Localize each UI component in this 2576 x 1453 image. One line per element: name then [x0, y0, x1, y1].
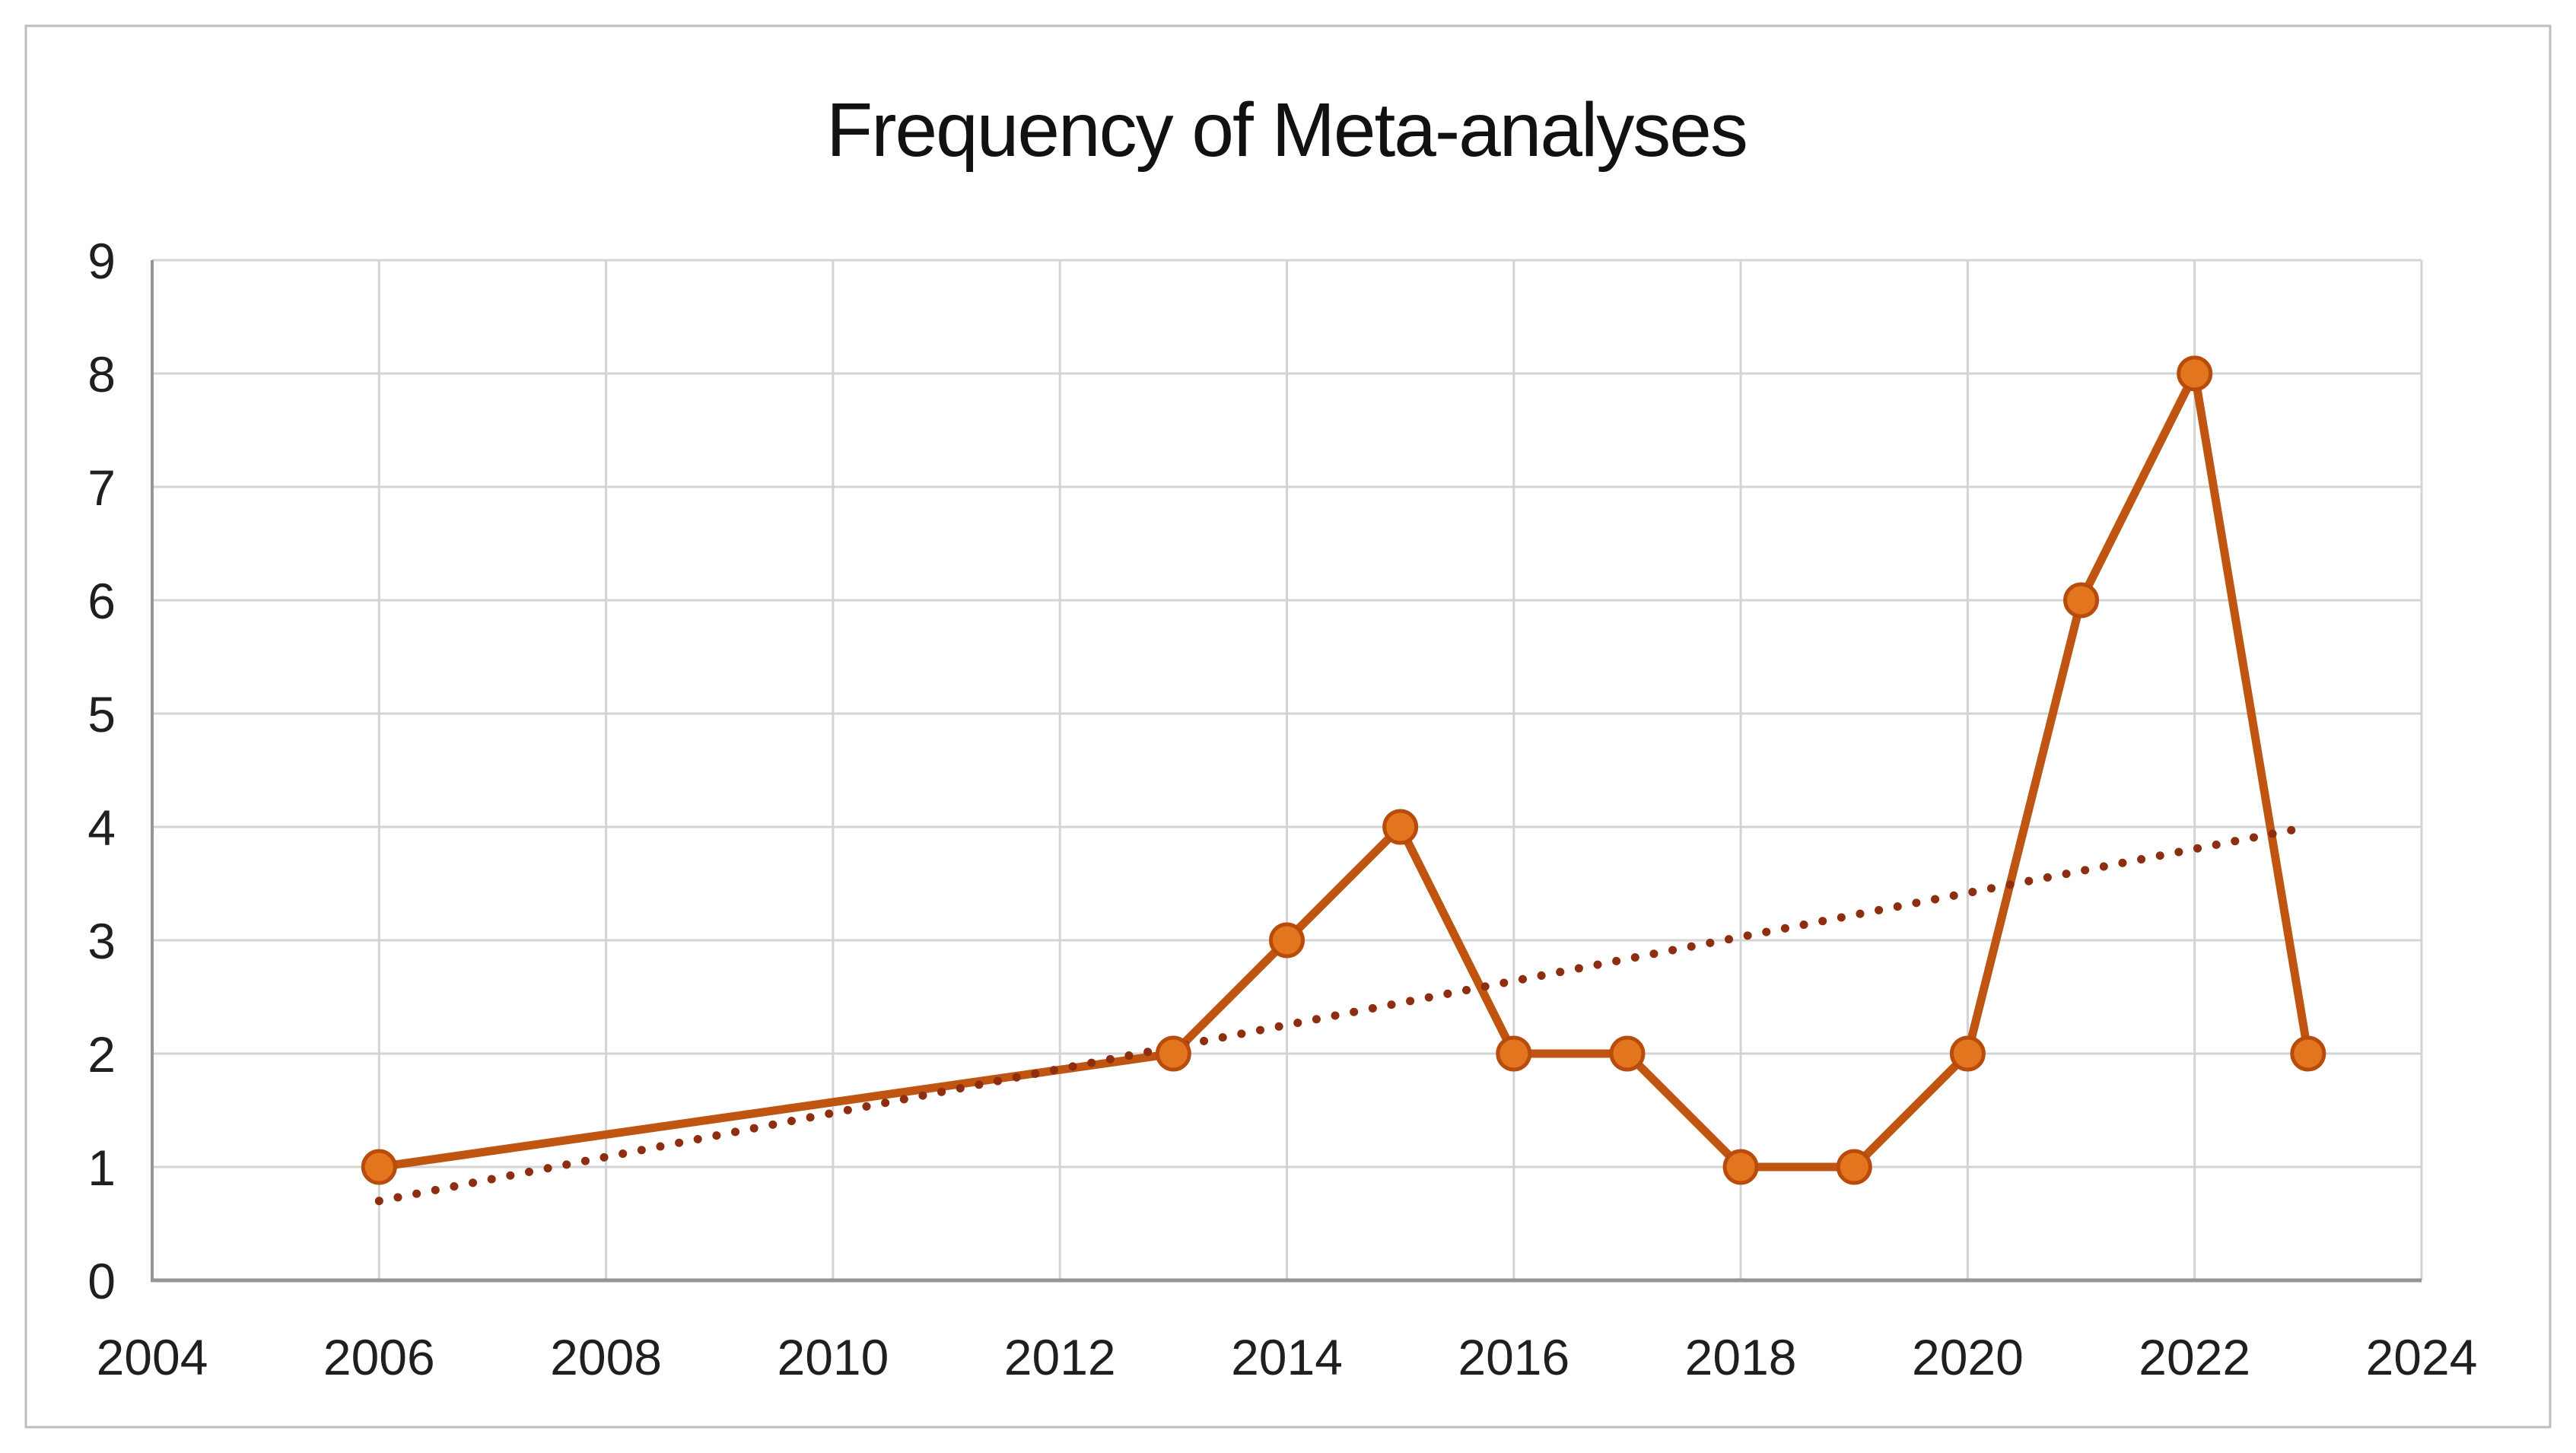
x-tick-label: 2006	[323, 1329, 435, 1385]
y-tick-label: 9	[87, 233, 116, 289]
y-tick-label: 0	[87, 1253, 116, 1309]
y-tick-label: 3	[87, 913, 116, 969]
x-tick-label: 2016	[1458, 1329, 1569, 1385]
data-point-marker	[1949, 1035, 1986, 1072]
data-point-marker	[1382, 809, 1419, 845]
data-point-marker	[2177, 355, 2213, 392]
data-point-marker	[1609, 1035, 1646, 1072]
gridlines-layer	[152, 259, 2423, 1280]
x-tick-label: 2018	[1685, 1329, 1797, 1385]
x-tick-label: 2022	[2139, 1329, 2250, 1385]
y-tick-label: 8	[87, 346, 116, 402]
y-tick-label: 7	[87, 459, 116, 516]
x-tick-label: 2012	[1004, 1329, 1116, 1385]
x-tick-label: 2024	[2366, 1329, 2478, 1385]
x-tick-label: 2004	[97, 1329, 208, 1385]
x-tick-label: 2020	[1912, 1329, 2024, 1385]
trendline-layer	[374, 822, 2313, 1206]
tick-labels-layer: 0 1 2 3 4 5 6 7 8 9 2004 2006 2008 2010 2012 2014 2016 20…	[87, 233, 2477, 1385]
y-tick-label: 2	[87, 1026, 116, 1083]
data-point-marker	[2290, 1035, 2326, 1072]
axes-layer	[151, 260, 2422, 1283]
data-point-marker	[1155, 1035, 1191, 1072]
data-point-marker	[361, 1149, 397, 1185]
y-tick-label: 6	[87, 573, 116, 629]
series-layer	[374, 369, 2313, 1172]
series-line	[374, 369, 2313, 1172]
x-tick-label: 2010	[777, 1329, 889, 1385]
y-tick-label: 5	[87, 686, 116, 742]
trendline	[374, 822, 2313, 1206]
x-tick-label: 2014	[1231, 1329, 1343, 1385]
x-tick-label: 2008	[550, 1329, 662, 1385]
data-point-marker	[1269, 922, 1305, 959]
y-tick-label: 1	[87, 1140, 116, 1196]
chart-title: Frequency of Meta-analyses	[826, 87, 1747, 173]
data-point-marker	[1722, 1149, 1759, 1185]
y-tick-label: 4	[87, 800, 116, 856]
markers-layer	[361, 355, 2326, 1185]
data-point-marker	[1836, 1149, 1872, 1185]
data-point-marker	[2063, 582, 2100, 618]
data-point-marker	[1496, 1035, 1532, 1072]
